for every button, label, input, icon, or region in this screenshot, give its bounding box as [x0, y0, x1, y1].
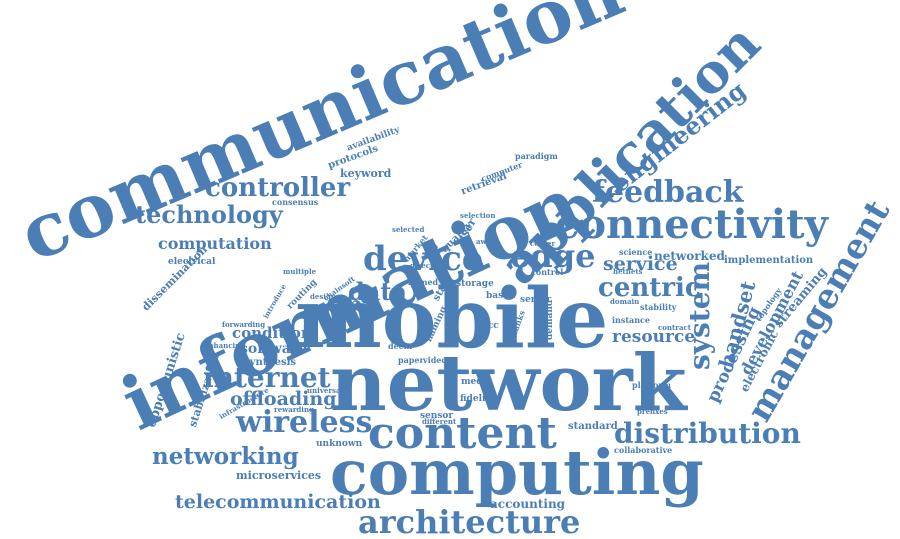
word-prefixes: prefixes [637, 407, 668, 416]
word-controller: controller [205, 173, 351, 203]
word-software: software [240, 341, 308, 357]
word-service: service [603, 253, 678, 275]
word-system: system [683, 261, 716, 370]
word-video: video [423, 355, 447, 365]
word-technology: technology [135, 200, 283, 229]
word-microservices: microservices [236, 469, 322, 482]
word-unknown: unknown [316, 439, 363, 449]
word-paper: paper [398, 355, 424, 365]
word-design: design [310, 292, 336, 301]
word-hetnets: hetnets [613, 267, 643, 276]
word-edge: edge [510, 237, 596, 275]
word-synthesis: synthesis [244, 357, 297, 368]
word-mobile: mobile [295, 271, 609, 367]
word-accounting: accounting [490, 497, 566, 511]
word-telecommunication: telecommunication [175, 491, 381, 513]
word-content: content [368, 408, 557, 459]
word-resource: resource [612, 327, 696, 347]
word-offloading: offloading [230, 388, 337, 410]
word-sensor: sensor [420, 411, 454, 421]
word-keyword: keyword [340, 167, 392, 180]
word-networking: networking [152, 443, 299, 470]
word-implementation: implementation [724, 255, 814, 266]
word-deem: deem [388, 341, 413, 351]
word-connectivity: connectivity [555, 201, 828, 248]
word-dissemination: dissemination [139, 242, 210, 314]
word-aware: aware [476, 237, 500, 246]
word-domain: domain [610, 297, 640, 306]
word-architecture: architecture [358, 503, 581, 539]
word-science: science [619, 247, 653, 257]
word-computing: computing [330, 436, 704, 509]
word-feedback: feedback [592, 175, 744, 210]
word-multiple: multiple [283, 267, 317, 276]
word-center: center [530, 239, 556, 248]
word-centric: centric [598, 273, 701, 303]
word-platform: platform [632, 380, 671, 390]
word-network: network [330, 338, 687, 429]
word-demand: demand [545, 299, 555, 340]
word-universal: universal [307, 386, 344, 395]
word-selection: selection [460, 211, 496, 220]
word-internet: internet [203, 361, 331, 394]
word-enhancing: enhancing [204, 341, 246, 350]
word-different: different [422, 417, 457, 426]
word-networked: networked [654, 249, 725, 263]
word-collaborative: collaborative [614, 445, 673, 455]
word-computation: computation [158, 234, 272, 253]
word-direct: direct [410, 261, 434, 270]
word-consensus: consensus [272, 197, 319, 207]
word-selected: selected [392, 225, 425, 234]
word-distribution: distribution [614, 417, 801, 450]
word-paradigm: paradigm [515, 151, 558, 161]
word-wireless: wireless [236, 405, 373, 440]
word-rewarding: rewarding [274, 405, 314, 414]
word-fidelity: fidelity [460, 394, 495, 404]
word-contract: contract [658, 323, 691, 332]
word-instance: instance [612, 315, 651, 325]
word-based: based [486, 291, 516, 301]
word-device: device [363, 239, 484, 279]
word-electrical: electrical [168, 257, 216, 267]
word-condition: condition [232, 324, 312, 342]
word-acc: acc [482, 321, 499, 331]
word-data: data [348, 277, 407, 306]
word-forwarding: forwarding [222, 320, 266, 329]
word-stability: stability [640, 302, 677, 312]
word-storage: storage [456, 279, 494, 289]
word-media: media [461, 377, 492, 387]
word-server: server [520, 295, 552, 305]
word-named: named [408, 277, 439, 287]
word-control: control [531, 267, 564, 277]
word-standard: standard [568, 421, 618, 432]
